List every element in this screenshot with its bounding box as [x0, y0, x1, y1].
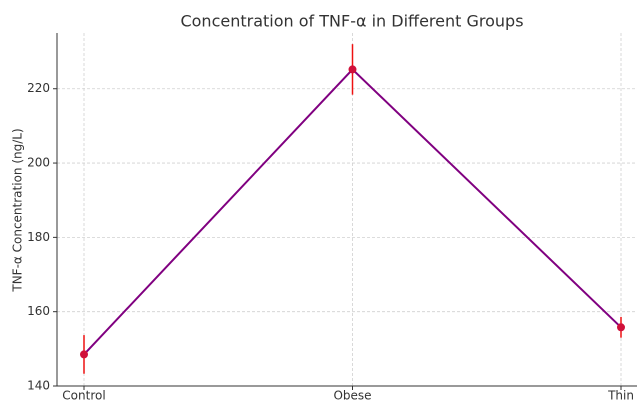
- y-tick-label: 140: [27, 379, 50, 393]
- x-tick-label: Control: [62, 389, 105, 401]
- chart-title: Concentration of TNF-α in Different Grou…: [180, 12, 523, 31]
- y-axis-label: TNF-α Concentration (ng/L): [11, 128, 25, 292]
- marker: [348, 65, 357, 74]
- x-tick-label: Obese: [333, 389, 371, 401]
- y-tick-label: 200: [27, 156, 50, 170]
- marker: [617, 323, 625, 332]
- x-tick-label: Thin: [607, 389, 634, 401]
- y-tick-label: 220: [27, 81, 50, 95]
- marker: [80, 350, 88, 359]
- y-tick-label: 180: [27, 230, 50, 244]
- y-tick-label: 160: [27, 304, 50, 318]
